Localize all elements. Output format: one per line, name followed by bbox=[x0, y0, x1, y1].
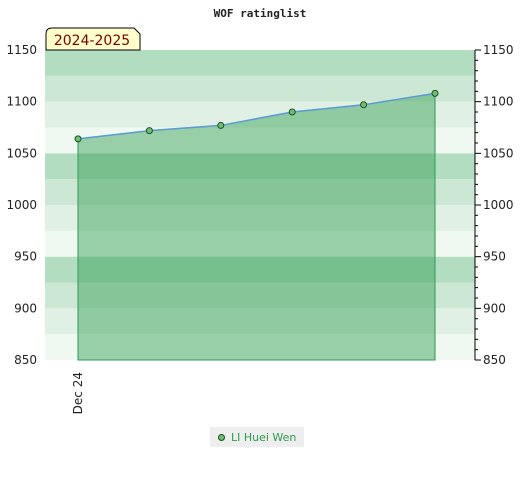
y-tick-label-left: 1000 bbox=[6, 198, 37, 212]
season-label: 2024-2025 bbox=[54, 33, 130, 49]
y-tick-label-right: 1000 bbox=[483, 198, 514, 212]
background-bands bbox=[45, 50, 475, 360]
y-tick-label-right: 850 bbox=[483, 353, 506, 367]
background-band bbox=[45, 75, 475, 102]
background-band bbox=[45, 334, 475, 360]
background-band bbox=[45, 230, 475, 257]
y-tick-label-left: 1100 bbox=[6, 95, 37, 109]
y-tick-label-right: 1100 bbox=[483, 95, 514, 109]
y-tick-label-left: 950 bbox=[14, 250, 37, 264]
data-point bbox=[288, 108, 296, 116]
axis-layer: 850 850 900 900 950 950 1000 1000 1050 1050 1100 11… bbox=[6, 43, 513, 414]
chart-title: WOF ratinglist bbox=[214, 7, 307, 20]
data-point bbox=[145, 127, 153, 135]
season-badge-frame bbox=[45, 27, 141, 51]
background-band bbox=[45, 256, 475, 283]
y-tick-label-left: 900 bbox=[14, 301, 37, 315]
legend-series-name: LI Huei Wen bbox=[231, 430, 297, 444]
data-point bbox=[74, 135, 82, 143]
data-point bbox=[431, 89, 439, 97]
season-badge: 2024-2025 bbox=[45, 27, 141, 51]
background-band bbox=[45, 308, 475, 335]
data-point bbox=[217, 121, 225, 129]
background-band bbox=[45, 50, 475, 76]
background-band bbox=[45, 205, 475, 231]
y-tick-label-left: 1150 bbox=[6, 43, 37, 57]
background-band bbox=[45, 127, 475, 154]
y-tick-label-left: 1050 bbox=[6, 146, 37, 160]
series-line bbox=[77, 92, 436, 140]
background-band bbox=[45, 153, 475, 180]
y-tick-label-right: 900 bbox=[483, 301, 506, 315]
legend[interactable]: LI Huei Wen bbox=[210, 427, 305, 447]
y-tick-label-right: 1050 bbox=[483, 146, 514, 160]
data-point bbox=[360, 101, 368, 109]
y-tick-label-left: 850 bbox=[14, 353, 37, 367]
x-tick-label: Dec 24 bbox=[71, 372, 85, 414]
legend-marker-icon bbox=[218, 433, 225, 441]
background-band bbox=[45, 101, 475, 128]
points-layer bbox=[74, 89, 439, 143]
background-band bbox=[45, 179, 475, 205]
background-band bbox=[45, 282, 475, 309]
y-tick-label-right: 950 bbox=[483, 250, 506, 264]
y-tick-label-right: 1150 bbox=[483, 43, 514, 57]
area-layer bbox=[77, 92, 436, 361]
